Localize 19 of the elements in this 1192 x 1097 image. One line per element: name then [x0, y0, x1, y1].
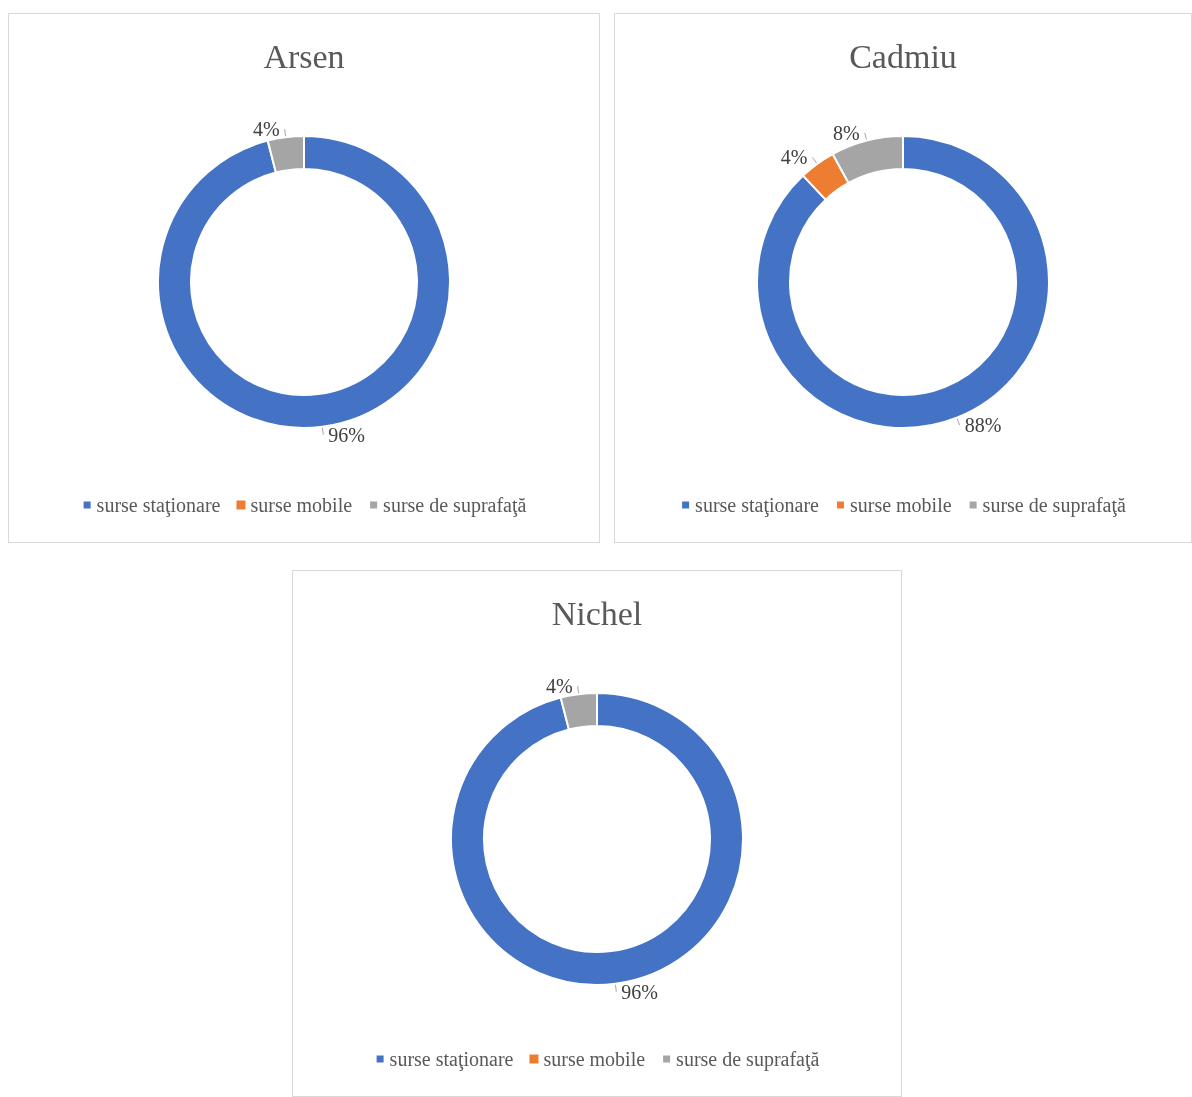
chart-title: Nichel — [551, 594, 643, 632]
legend-label: surse de suprafaţă — [383, 494, 527, 517]
data-label: 96% — [328, 423, 365, 446]
legend-label: surse mobile — [543, 1048, 646, 1070]
legend-label: surse staţionare — [389, 1048, 514, 1071]
legend-label: surse de suprafaţă — [982, 494, 1127, 517]
data-label: 4% — [546, 675, 573, 698]
legend-label: surse de suprafaţă — [676, 1048, 820, 1071]
data-label: 96% — [621, 980, 658, 1003]
legend-label: surse staţionare — [96, 494, 221, 517]
data-label: 8% — [833, 121, 860, 144]
data-label: 4% — [253, 118, 280, 141]
legend-label: surse staţionare — [695, 494, 820, 517]
chart-title: Cadmiu — [849, 37, 957, 75]
data-label: 4% — [780, 146, 808, 169]
chart-title: Arsen — [263, 37, 345, 75]
data-label: 88% — [964, 414, 1002, 437]
legend-label: surse mobile — [250, 494, 353, 516]
legend-label: surse mobile — [849, 494, 952, 516]
